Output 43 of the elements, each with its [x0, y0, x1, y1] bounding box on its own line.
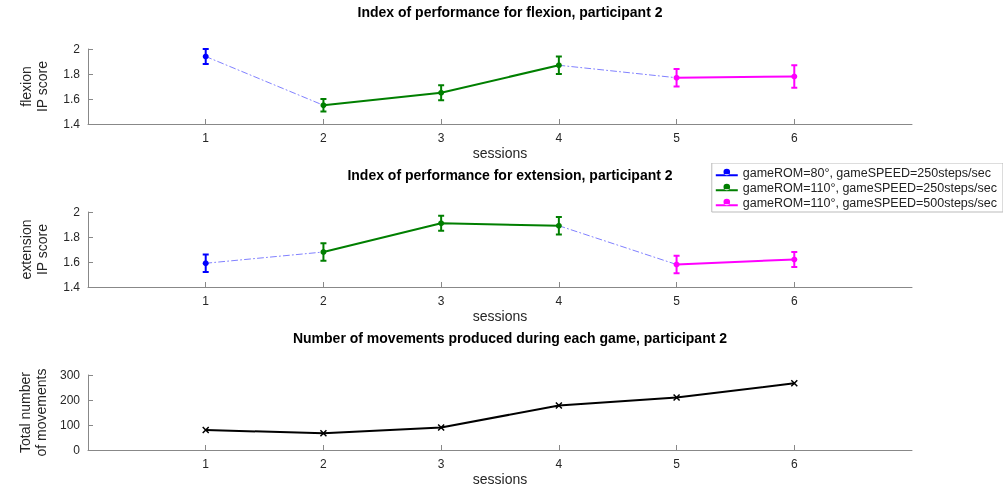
chart-title: Number of movements produced during each game, participant 2 [292, 330, 728, 346]
legend-label: gameROM=110°, gameSPEED=500steps/sec [742, 195, 998, 210]
x-tick-label: 1 [202, 131, 210, 145]
legend-label: gameROM=110°, gameSPEED=250steps/sec [742, 180, 998, 195]
x-tick-label: 3 [437, 131, 445, 145]
x-tick-label: 1 [202, 457, 210, 471]
x-tick-label: 2 [320, 294, 328, 308]
x-axis-title: sessions [472, 308, 528, 324]
y-axis-title: Total number of movements [17, 368, 50, 457]
x-tick-label: 5 [673, 294, 681, 308]
x-tick-label: 6 [790, 131, 798, 145]
y-tick-label: 1.4 [63, 280, 81, 294]
x-tick-label: 4 [555, 457, 563, 471]
x-tick-label: 6 [790, 457, 798, 471]
y-tick-label: 2 [73, 42, 81, 56]
y-tick-label: 300 [59, 368, 81, 382]
y-tick-label: 2 [73, 205, 81, 219]
x-axis-title: sessions [472, 471, 528, 487]
y-tick-label: 200 [59, 393, 81, 407]
point [790, 379, 799, 387]
y-tick-label: 1.8 [63, 230, 81, 244]
chart-title: Index of performance for flexion, participant 2 [357, 4, 663, 20]
y-tick-label: 100 [59, 418, 81, 432]
x-tick-label: 3 [437, 457, 445, 471]
x-tick-label: 5 [673, 457, 681, 471]
y-tick-label: 1.6 [63, 255, 81, 269]
x-tick-label: 3 [437, 294, 445, 308]
x-axis-title: sessions [472, 145, 528, 161]
y-tick-label: 1.8 [63, 67, 81, 81]
y-axis-title: extension IP score [18, 219, 50, 280]
x-tick-label: 4 [555, 131, 563, 145]
y-tick-label: 1.4 [63, 117, 81, 131]
x-tick-label: 4 [555, 294, 563, 308]
y-axis-title: flexion IP score [18, 60, 50, 113]
x-tick-label: 6 [790, 294, 798, 308]
legend-label: gameROM=80°, gameSPEED=250steps/sec [742, 165, 991, 180]
x-tick-label: 2 [320, 457, 328, 471]
y-tick-label: 1.6 [63, 92, 81, 106]
x-tick-label: 1 [202, 294, 210, 308]
x-tick-label: 5 [673, 131, 681, 145]
x-tick-label: 2 [320, 131, 328, 145]
y-tick-label: 0 [73, 443, 81, 457]
chart-title: Index of performance for extension, participant 2 [347, 167, 673, 183]
